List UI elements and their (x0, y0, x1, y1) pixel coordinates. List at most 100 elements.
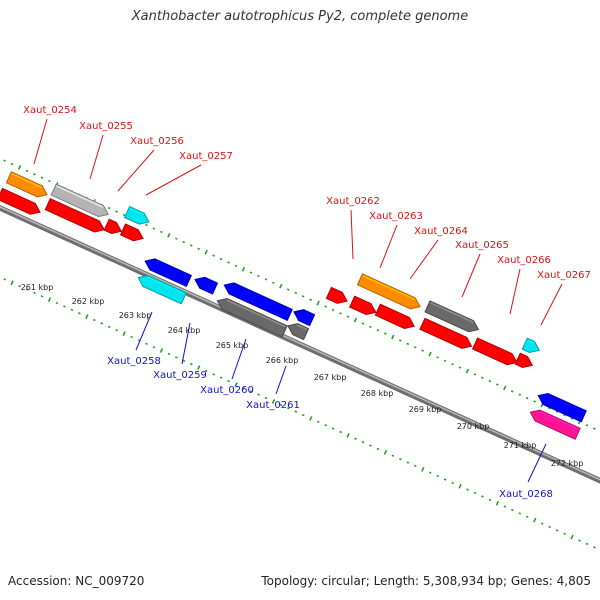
minor-tick (249, 271, 253, 274)
gene-xaut-0266-left-highlight (424, 319, 467, 340)
label-xaut-0255[interactable]: Xaut_0255 (79, 121, 133, 132)
major-tick (17, 165, 22, 170)
gene-xaut-0259-end-highlight (302, 310, 314, 317)
gene-0257-neighbor-arrow[interactable] (103, 218, 124, 237)
label-xaut-0255-leader-line (89, 134, 104, 180)
minor-tick (331, 308, 335, 312)
major-tick (159, 348, 164, 353)
gene-xaut-0266-highlight (477, 339, 512, 356)
minor-tick (406, 461, 410, 464)
gene-xaut-0264-left-highlight (354, 297, 371, 306)
label-xaut-0265[interactable]: Xaut_0265 (455, 240, 509, 251)
gene-xaut-0266-right-body[interactable] (514, 352, 535, 371)
minor-tick (481, 495, 484, 498)
gene-0257-neighbor-arrow[interactable] (44, 198, 106, 236)
gene-xaut-0267-body[interactable] (521, 337, 542, 356)
label-xaut-0263[interactable]: Xaut_0263 (369, 211, 423, 222)
label-xaut-0262[interactable]: Xaut_0262 (326, 196, 380, 207)
gene-xaut-0255-body[interactable] (50, 183, 111, 220)
gene-xaut-0258-body[interactable] (136, 272, 187, 305)
gene-0257-neighbor-arrow-body[interactable] (103, 218, 124, 237)
minor-tick (3, 278, 7, 281)
gene-xaut-0266-left-body[interactable] (419, 317, 474, 351)
minor-tick (593, 427, 596, 430)
label-xaut-0264-leader-line (409, 239, 439, 280)
gene-xaut-0254-body[interactable] (5, 171, 49, 200)
gene-xaut-0264-left[interactable] (349, 295, 379, 318)
gene-xaut-0266-left[interactable] (419, 317, 474, 351)
gene-xaut-0259-right-body[interactable] (222, 280, 293, 322)
gene-xaut-0259-body[interactable] (193, 274, 219, 295)
gene-xaut-0259-left[interactable] (143, 256, 192, 288)
minor-tick (563, 532, 566, 535)
gene-xaut-0264[interactable] (374, 303, 416, 331)
minor-tick (525, 396, 529, 400)
gene-0257-neighbor-arrow-highlight (50, 199, 100, 224)
gene-0257-neighbor-arrow-body[interactable] (44, 198, 106, 236)
kbp-scale-label: 269 kbp (409, 405, 442, 414)
gene-xaut-0264-left-body[interactable] (349, 295, 379, 318)
minor-tick (369, 444, 372, 447)
gene-xaut-0257-body[interactable] (119, 223, 146, 244)
label-xaut-0260[interactable]: Xaut_0260 (200, 385, 254, 396)
label-xaut-0266[interactable]: Xaut_0266 (497, 255, 551, 266)
gene-xaut-0260[interactable] (215, 295, 288, 338)
gene-xaut-0268-body[interactable] (528, 407, 581, 440)
major-tick (234, 382, 238, 387)
minor-tick (473, 491, 477, 495)
minor-tick (55, 301, 59, 305)
minor-tick (40, 176, 44, 179)
label-xaut-0261[interactable]: Xaut_0261 (246, 400, 300, 411)
gene-xaut-0265[interactable] (424, 300, 481, 335)
gene-xaut-0256-body[interactable] (123, 205, 152, 228)
gene-xaut-0266-body[interactable] (471, 337, 520, 368)
gene-xaut-0254[interactable] (5, 171, 49, 200)
kbp-scale-label: 267 kbp (314, 373, 347, 382)
minor-tick (48, 179, 51, 183)
label-xaut-0267[interactable]: Xaut_0267 (537, 270, 591, 281)
gene-xaut-0266-right-highlight (520, 354, 528, 359)
gene-xaut-0256[interactable] (123, 205, 152, 228)
gene-xaut-0259-end-body[interactable] (291, 306, 316, 327)
label-xaut-0257[interactable]: Xaut_0257 (179, 151, 233, 162)
label-xaut-0258[interactable]: Xaut_0258 (107, 356, 161, 367)
label-xaut-0254[interactable]: Xaut_0254 (23, 105, 77, 116)
label-xaut-0257-leader-line (145, 164, 202, 196)
gene-xaut-0259-end[interactable] (291, 306, 316, 327)
gene-xaut-0268[interactable] (528, 407, 581, 440)
gene-0257-neighbor-arrow[interactable] (0, 187, 43, 217)
gene-xaut-0262[interactable] (325, 286, 349, 306)
gene-xaut-0259[interactable] (193, 274, 219, 295)
gene-xaut-0261[interactable] (285, 320, 310, 341)
minor-tick (578, 539, 581, 542)
gene-xaut-0267[interactable] (521, 337, 542, 356)
gene-xaut-0266-right[interactable] (514, 352, 535, 371)
minor-tick (324, 424, 328, 427)
gene-xaut-0263[interactable] (356, 273, 422, 312)
gene-xaut-0258[interactable] (136, 272, 187, 305)
label-xaut-0256[interactable]: Xaut_0256 (130, 136, 184, 147)
minor-tick (301, 295, 305, 298)
label-xaut-0268[interactable]: Xaut_0268 (499, 489, 553, 500)
gene-xaut-0268-neighbor-body[interactable] (536, 390, 587, 423)
gene-0257-neighbor-arrow-highlight (2, 189, 35, 206)
minor-tick (443, 478, 447, 481)
gene-xaut-0257[interactable] (119, 223, 146, 244)
gene-xaut-0268-neighbor[interactable] (536, 390, 587, 423)
gene-xaut-0259-right[interactable] (222, 280, 293, 322)
gene-xaut-0266[interactable] (471, 337, 520, 368)
gene-xaut-0255[interactable] (50, 183, 111, 220)
gene-xaut-0263-body[interactable] (356, 273, 422, 312)
gene-xaut-0260-body[interactable] (215, 295, 288, 338)
label-xaut-0264[interactable]: Xaut_0264 (414, 226, 468, 237)
gene-0257-neighbor-arrow-body[interactable] (0, 187, 43, 217)
minor-tick (287, 407, 290, 410)
gene-xaut-0264-body[interactable] (374, 303, 416, 331)
kbp-scale-label: 266 kbp (266, 356, 299, 365)
kbp-scale-label: 271 kbp (504, 441, 537, 450)
label-xaut-0259[interactable]: Xaut_0259 (153, 370, 207, 381)
gene-xaut-0259-left-body[interactable] (143, 256, 192, 288)
gene-xaut-0262-body[interactable] (325, 286, 349, 306)
gene-xaut-0265-body[interactable] (424, 300, 481, 335)
